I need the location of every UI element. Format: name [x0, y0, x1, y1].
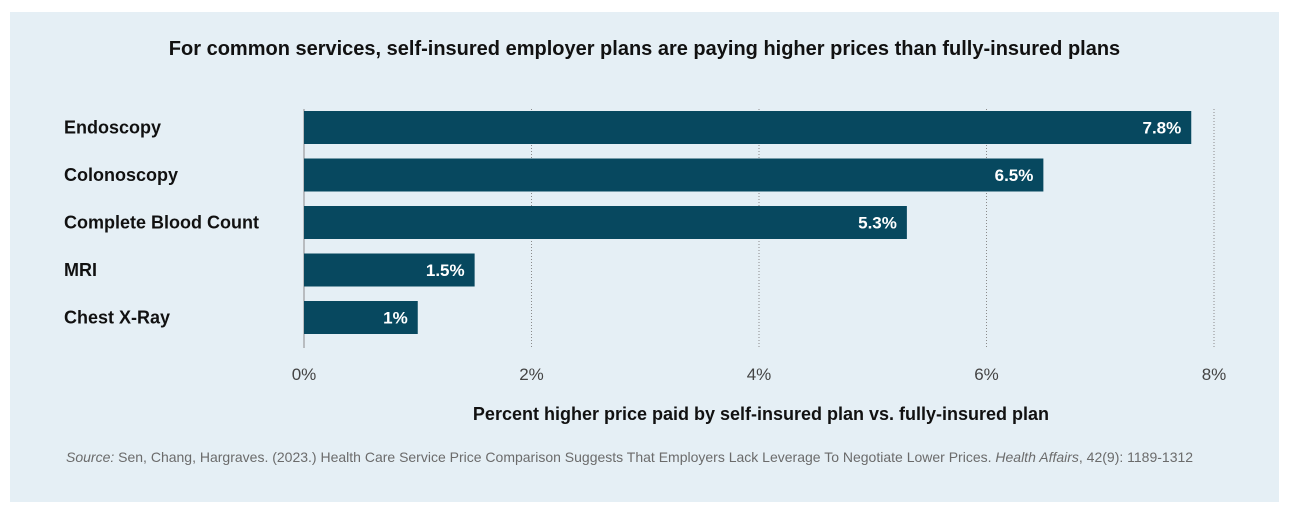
bar [304, 111, 1192, 144]
x-tick-label: 8% [1202, 365, 1227, 384]
category-label: Colonoscopy [64, 165, 178, 185]
x-axis-label: Percent higher price paid by self-insure… [473, 404, 1049, 424]
x-tick-label: 0% [292, 365, 317, 384]
bar-value-label: 7.8% [1143, 119, 1182, 138]
category-label: Chest X-Ray [64, 308, 170, 328]
category-label: Complete Blood Count [64, 213, 259, 233]
category-label: Endoscopy [64, 118, 161, 138]
bar-value-label: 1% [383, 309, 408, 328]
source-label: Source: [66, 449, 115, 465]
x-tick-label: 4% [747, 365, 772, 384]
category-label: MRI [64, 260, 97, 280]
x-tick-labels: 0% 2% 4% 6% 8% [292, 365, 1227, 384]
bar [304, 206, 907, 239]
chart-title: For common services, self-insured employ… [168, 38, 1121, 60]
chart-panel [10, 12, 1279, 502]
bar [304, 301, 418, 334]
x-tick-label: 6% [974, 365, 999, 384]
bar [304, 253, 475, 287]
source-text-2: , 42(9): 1189-1312 [1078, 449, 1194, 465]
source-journal: Health Affairs [995, 449, 1079, 465]
bars: 7.8% 6.5% 5.3% 1.5% 1% [304, 111, 1192, 334]
x-tick-label: 2% [519, 365, 544, 384]
category-labels: Endoscopy Colonoscopy Complete Blood Count… [64, 118, 259, 328]
bar-value-label: 1.5% [426, 261, 465, 280]
bar-value-label: 5.3% [858, 214, 897, 233]
source-text-1: Sen, Chang, Hargraves. (2023.) Health Ca… [114, 449, 996, 465]
bar-value-label: 6.5% [995, 166, 1034, 185]
source-note: Source: Sen, Chang, Hargraves. (2023.) H… [66, 447, 1256, 467]
bar [304, 158, 1044, 192]
